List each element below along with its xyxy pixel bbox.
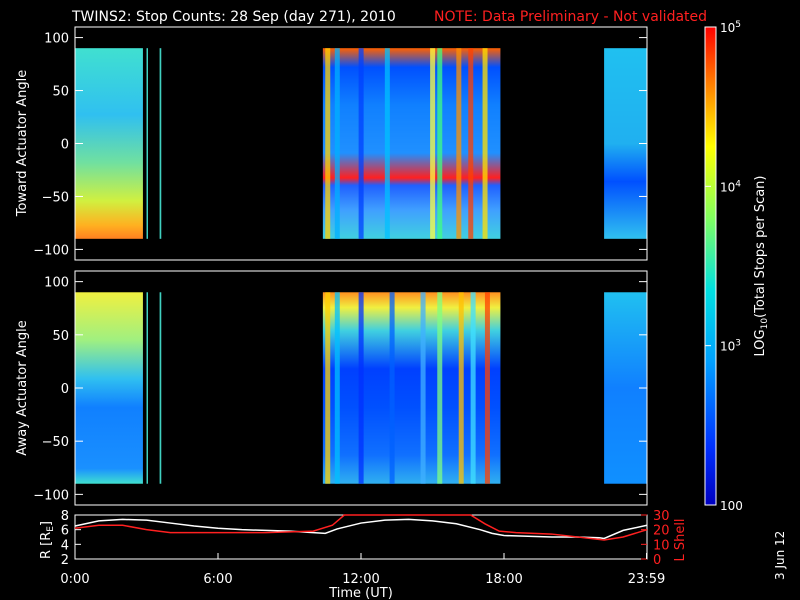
colorbar-tick-label: 104: [720, 179, 741, 194]
time-axis-ticks: 0:00 6:00 12:00 18:00 23:59: [60, 553, 665, 587]
l-shell-line: [74, 514, 648, 541]
toward-data-block: [146, 48, 148, 239]
l-shell-tick-label: 0: [653, 553, 661, 568]
away-data-block: [146, 292, 148, 484]
toward-heatmap: [75, 48, 647, 239]
away-data-streak: [437, 292, 443, 484]
orbit-lines: [74, 514, 648, 541]
away-y-tick-label: −100: [33, 488, 69, 503]
r-tick-label: 6: [61, 524, 69, 539]
r-axis-label: R [RE]: [39, 521, 56, 559]
toward-data-streak: [456, 48, 462, 239]
date-stamp: 3 Jun 12: [773, 531, 787, 580]
toward-data-streak: [468, 48, 474, 239]
colorbar-label-sub: 10: [760, 318, 770, 330]
toward-data-block: [75, 48, 143, 239]
time-tick-label: 0:00: [60, 572, 89, 587]
colorbar: 100 103 104 105 LOG10(Total Stops per Scan): [704, 20, 770, 513]
r-distance-line: [74, 518, 648, 540]
toward-data-streak: [334, 48, 340, 239]
toward-data-streak: [430, 48, 436, 239]
time-tick-label: 12:00: [342, 572, 379, 587]
colorbar-tick-label: 103: [720, 339, 741, 354]
colorbar-ticks: 100 103 104 105: [705, 20, 743, 513]
colorbar-label: LOG10(Total Stops per Scan): [753, 176, 770, 357]
colorbar-tick-label: 105: [720, 20, 741, 35]
data-preliminary-note: NOTE: Data Preliminary - Not validated: [434, 9, 707, 25]
colorbar-label-rest: (Total Stops per Scan): [753, 176, 768, 318]
time-tick-label: 18:00: [485, 572, 522, 587]
r-tick-label: 2: [61, 553, 69, 568]
away-data-streak: [420, 292, 426, 484]
r-tick-label: 8: [61, 509, 69, 524]
toward-data-streak: [437, 48, 443, 239]
away-data-streak: [358, 292, 364, 484]
toward-y-axis-label: Toward Actuator Angle: [15, 70, 30, 217]
away-data-block: [159, 292, 162, 484]
toward-y-tick-label: 100: [44, 32, 69, 47]
away-panel: −100 −50 0 50 100 Away Actuator Angle: [15, 270, 648, 506]
toward-data-block: [159, 48, 162, 239]
toward-y-tick-label: −100: [33, 243, 69, 258]
away-y-axis-label: Away Actuator Angle: [15, 320, 30, 455]
r-axis-label-close: ]: [39, 521, 54, 526]
l-shell-tick-label: 30: [653, 509, 670, 524]
toward-y-tick-label: 50: [52, 85, 69, 100]
away-data-streak: [389, 292, 395, 484]
away-y-ticks: −100 −50 0 50 100: [33, 276, 647, 503]
time-axis-label: Time (UT): [328, 586, 393, 600]
toward-y-ticks: −100 −50 0 50 100: [33, 32, 647, 258]
away-data-streak: [334, 292, 340, 484]
colorbar-tick-label: 100: [720, 499, 743, 513]
toward-data-streak: [482, 48, 488, 239]
l-shell-axis-label: L Shell: [673, 518, 688, 561]
away-y-tick-label: 0: [61, 382, 69, 397]
toward-y-tick-label: 0: [61, 138, 69, 153]
r-axis-label-sub: E: [46, 526, 56, 532]
away-data-streak: [470, 292, 476, 484]
away-y-tick-label: −50: [42, 435, 69, 450]
toward-y-tick-label: −50: [42, 190, 69, 205]
away-data-block: [75, 292, 143, 484]
time-tick-label: 6:00: [203, 572, 232, 587]
away-heatmap: [75, 292, 647, 484]
r-axis-label-main: R [R: [39, 532, 54, 559]
away-data-streak: [484, 292, 490, 484]
away-y-tick-label: 50: [52, 329, 69, 344]
toward-data-streak: [358, 48, 364, 239]
l-shell-tick-label: 10: [653, 538, 670, 553]
l-shell-tick-label: 20: [653, 524, 670, 539]
r-tick-label: 4: [61, 538, 69, 553]
time-tick-label: 23:59: [628, 572, 665, 587]
toward-data-streak: [325, 48, 331, 239]
toward-panel: −100 −50 0 50 100 Toward Actuator Angle: [15, 26, 648, 261]
chart-title: TWINS2: Stop Counts: 28 Sep (day 271), 2…: [71, 9, 396, 25]
toward-data-streak: [384, 48, 390, 239]
away-data-streak: [325, 292, 331, 484]
away-data-streak: [458, 292, 464, 484]
colorbar-gradient: [705, 27, 716, 505]
toward-data-block: [322, 48, 501, 239]
away-y-tick-label: 100: [44, 276, 69, 291]
colorbar-label-log: LOG: [753, 329, 768, 356]
